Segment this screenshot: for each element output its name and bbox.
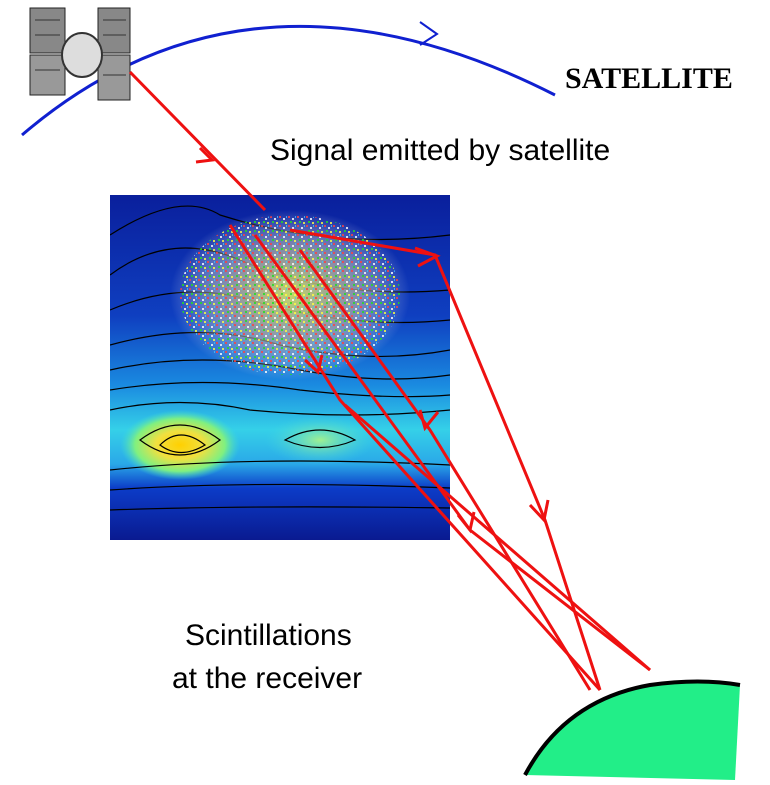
satellite-icon — [30, 8, 130, 100]
receiver-label: at the receiver — [172, 662, 362, 695]
satellite-label: SATELLITE — [565, 62, 733, 95]
page: {"labels": {"satellite": "SATELLITE", "s… — [0, 0, 770, 785]
orbit-arrow — [420, 22, 437, 45]
scintillations-label: Scintillations — [185, 619, 352, 652]
diagram: SATELLITE Signal emitted by satellite — [0, 0, 770, 785]
ionosphere-image — [110, 195, 450, 540]
signal-label: Signal emitted by satellite — [270, 134, 610, 167]
